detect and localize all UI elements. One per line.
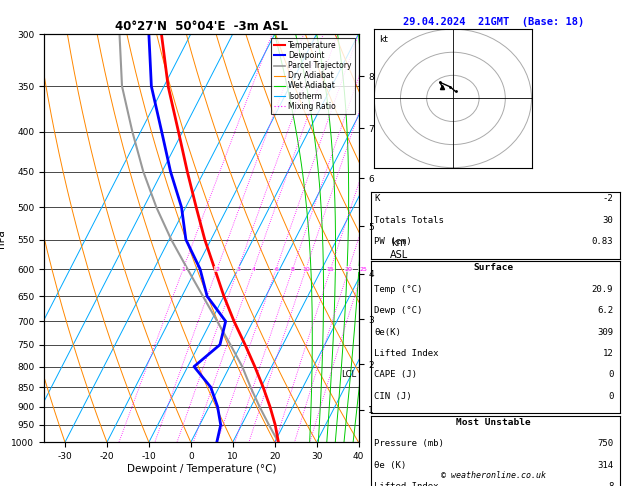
Text: Totals Totals: Totals Totals bbox=[374, 216, 444, 225]
Text: 750: 750 bbox=[597, 439, 613, 449]
Text: 3: 3 bbox=[236, 266, 240, 272]
Text: 0.83: 0.83 bbox=[592, 237, 613, 246]
Text: 30: 30 bbox=[603, 216, 613, 225]
Text: 4: 4 bbox=[252, 266, 255, 272]
Text: 1: 1 bbox=[181, 266, 185, 272]
Text: LCL: LCL bbox=[342, 370, 357, 380]
Text: θe (K): θe (K) bbox=[374, 461, 406, 470]
Text: Surface: Surface bbox=[474, 263, 514, 273]
X-axis label: Dewpoint / Temperature (°C): Dewpoint / Temperature (°C) bbox=[126, 464, 276, 474]
Text: CIN (J): CIN (J) bbox=[374, 392, 412, 401]
Text: Lifted Index: Lifted Index bbox=[374, 482, 439, 486]
Text: Most Unstable: Most Unstable bbox=[457, 418, 531, 427]
Text: 314: 314 bbox=[597, 461, 613, 470]
Text: θe(K): θe(K) bbox=[374, 328, 401, 337]
Text: 20: 20 bbox=[345, 266, 353, 272]
Text: 6: 6 bbox=[274, 266, 278, 272]
Text: 8: 8 bbox=[291, 266, 294, 272]
Text: Dewp (°C): Dewp (°C) bbox=[374, 306, 423, 315]
Text: 8: 8 bbox=[608, 482, 613, 486]
Text: kt: kt bbox=[379, 35, 388, 44]
Title: 40°27'N  50°04'E  -3m ASL: 40°27'N 50°04'E -3m ASL bbox=[114, 20, 288, 33]
Text: 309: 309 bbox=[597, 328, 613, 337]
Text: K: K bbox=[374, 194, 380, 204]
Text: 25: 25 bbox=[359, 266, 367, 272]
Text: PW (cm): PW (cm) bbox=[374, 237, 412, 246]
Text: © weatheronline.co.uk: © weatheronline.co.uk bbox=[442, 471, 546, 480]
Text: CAPE (J): CAPE (J) bbox=[374, 370, 417, 380]
Text: 0: 0 bbox=[608, 392, 613, 401]
Text: 10: 10 bbox=[302, 266, 309, 272]
Text: Temp (°C): Temp (°C) bbox=[374, 285, 423, 294]
Legend: Temperature, Dewpoint, Parcel Trajectory, Dry Adiabat, Wet Adiabat, Isotherm, Mi: Temperature, Dewpoint, Parcel Trajectory… bbox=[270, 38, 355, 114]
Text: 2: 2 bbox=[215, 266, 219, 272]
Text: -2: -2 bbox=[603, 194, 613, 204]
Text: 6.2: 6.2 bbox=[597, 306, 613, 315]
Text: 12: 12 bbox=[603, 349, 613, 358]
Text: Pressure (mb): Pressure (mb) bbox=[374, 439, 444, 449]
Y-axis label: km
ASL: km ASL bbox=[390, 238, 408, 260]
Text: 29.04.2024  21GMT  (Base: 18): 29.04.2024 21GMT (Base: 18) bbox=[403, 17, 584, 27]
Text: Lifted Index: Lifted Index bbox=[374, 349, 439, 358]
Text: 0: 0 bbox=[608, 370, 613, 380]
Y-axis label: hPa: hPa bbox=[0, 229, 6, 247]
Text: 15: 15 bbox=[326, 266, 335, 272]
Text: 20.9: 20.9 bbox=[592, 285, 613, 294]
